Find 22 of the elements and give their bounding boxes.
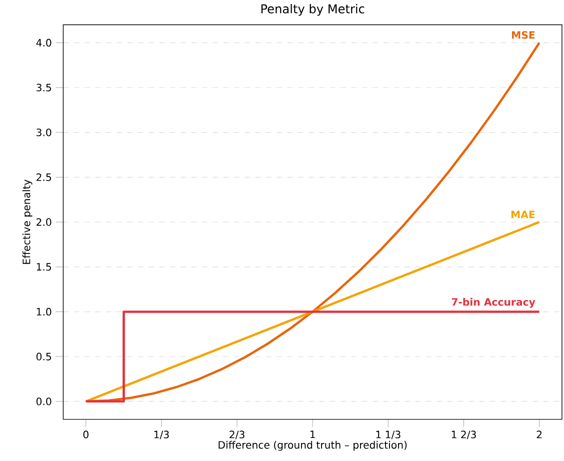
y-tick-label: 0.0 [36,397,52,406]
x-tick-label: 1 [310,430,315,438]
x-tick-label: 2 [536,430,542,438]
series-label: MSE [512,31,535,39]
series-label: MAE [511,210,535,218]
series-label: 7-bin Accuracy [452,298,536,308]
x-tick-label: 1/3 [154,430,169,439]
x-tick-label: 1 2/3 [452,430,476,439]
x-tick-label: 1 1/3 [376,430,400,439]
x-tick-label: 0 [83,430,88,438]
y-axis-title: Effective penalty [22,179,32,264]
chart-title: Penalty by Metric [261,4,364,16]
y-tick-label: 4.0 [36,38,52,46]
y-tick-label: 3.5 [36,84,52,92]
y-tick-label: 1.5 [36,262,52,270]
y-tick-label: 2.0 [36,218,52,226]
y-tick-label: 1.0 [36,308,52,316]
x-tick-label: 2/3 [230,430,244,439]
x-axis-title: Difference (ground truth – prediction) [218,440,407,451]
y-tick-label: 2.5 [36,173,52,181]
y-tick-label: 3.0 [36,128,52,136]
y-tick-label: 0.5 [36,352,52,360]
